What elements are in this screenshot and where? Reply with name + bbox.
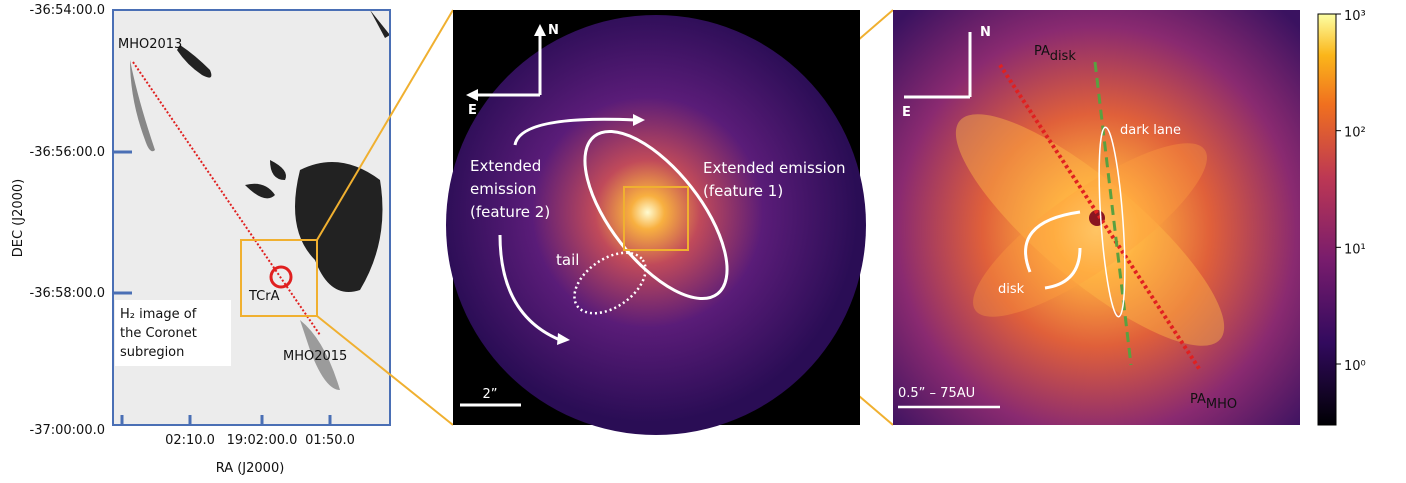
pa-disk-line xyxy=(1093,61,1133,366)
y-tick-label: -36:54:00.0 xyxy=(30,3,105,18)
compass-north: N xyxy=(980,25,991,40)
compass xyxy=(474,32,542,97)
middle-panel: N E Extended emission (feature 1) Extend… xyxy=(446,10,976,435)
zoom-box xyxy=(240,239,318,317)
scale-bar-label: 2” xyxy=(482,387,497,402)
compass-north: N xyxy=(548,23,559,38)
compass-east: E xyxy=(902,105,911,120)
colorbar-tick-label: 10³ xyxy=(1344,9,1366,24)
pa-sub: disk xyxy=(1050,49,1077,64)
scale-bar-label: 0.5” – 75AU xyxy=(898,386,975,401)
left-panel: MHO2013 TCrA MHO2015 H₂ image of the Cor… xyxy=(11,3,391,476)
emission-lobe xyxy=(955,114,1225,346)
pa-sub: MHO xyxy=(1206,397,1237,412)
pa-base: PA xyxy=(1034,44,1050,59)
label: MHO2013 xyxy=(118,37,182,52)
annotation: emission xyxy=(470,180,537,198)
label: MHO2015 xyxy=(283,349,347,364)
y-tick-label: -36:58:00.0 xyxy=(30,286,105,301)
colorbar-ramp xyxy=(1317,13,1337,426)
annotation: disk xyxy=(998,282,1025,297)
tail-ellipse xyxy=(573,251,647,315)
pa-mho-label: PAMHO xyxy=(1190,392,1237,412)
x-axis-title: RA (J2000) xyxy=(216,461,285,476)
right-panel: N E PAdisk dark lane disk PAMHO 0.5” – 7… xyxy=(893,10,1300,425)
y-tick-label: -36:56:00.0 xyxy=(30,145,105,160)
annotation: dark lane xyxy=(1120,123,1181,138)
emission-lobe xyxy=(973,143,1207,317)
tcra-marker xyxy=(269,265,293,289)
x-tick-label: 01:50.0 xyxy=(305,433,355,448)
caption-box xyxy=(115,300,231,366)
colorbar: 10³ 10² 10¹ 10⁰ xyxy=(1317,9,1366,426)
feature-1-ellipse xyxy=(583,129,729,301)
annotation: tail xyxy=(556,251,579,269)
disk-arrows xyxy=(1024,210,1082,290)
caption: the Coronet xyxy=(120,326,197,341)
annotation: Extended xyxy=(470,157,541,175)
caption: H₂ image of xyxy=(120,307,197,322)
colorbar-tick-label: 10² xyxy=(1344,126,1366,141)
axis-ticks xyxy=(113,150,332,425)
compass xyxy=(904,32,972,99)
outflow-axis xyxy=(132,61,321,336)
caption: subregion xyxy=(120,345,184,360)
colorbar-tick-label: 10¹ xyxy=(1344,242,1366,257)
y-axis-title: DEC (J2000) xyxy=(11,179,26,258)
annotation: (feature 1) xyxy=(703,182,783,200)
scattered-light-image xyxy=(446,15,866,435)
pa-base: PA xyxy=(1190,392,1206,407)
annotation: Extended emission xyxy=(703,159,846,177)
feature-2-arrows xyxy=(498,117,636,342)
colorbar-tick-label: 10⁰ xyxy=(1344,359,1366,374)
pa-disk-label: PAdisk xyxy=(1034,44,1076,64)
y-tick-label: -37:00:00.0 xyxy=(30,423,105,438)
zoom-box xyxy=(623,186,689,251)
label: TCrA xyxy=(248,289,280,304)
panel-frame xyxy=(112,9,391,426)
x-tick-label: 02:10.0 xyxy=(165,433,215,448)
dark-lane-ellipse xyxy=(1098,126,1126,318)
annotation: (feature 2) xyxy=(470,203,550,221)
compass-east: E xyxy=(468,103,477,118)
x-tick-label: 19:02:00.0 xyxy=(227,433,298,448)
